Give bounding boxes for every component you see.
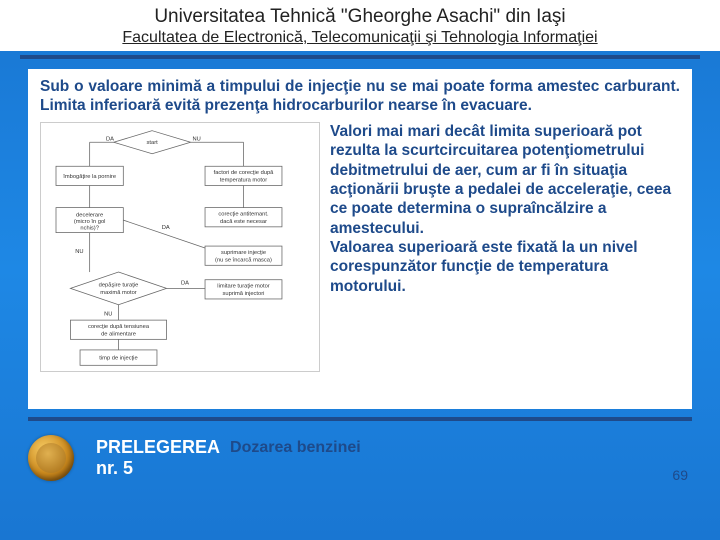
paragraph-2: Valori mai mari decât limita superioară … bbox=[330, 122, 680, 372]
content-row: start DA NU îmbogăţire la pornire factor… bbox=[40, 122, 680, 372]
svg-text:DA: DA bbox=[181, 280, 189, 286]
lecture-block: PRELEGEREA nr. 5 Dozarea benzinei bbox=[96, 437, 361, 478]
svg-text:NU: NU bbox=[104, 311, 112, 317]
svg-text:suprimă injectori: suprimă injectori bbox=[223, 291, 265, 297]
lecture-line2: nr. 5 bbox=[96, 458, 133, 478]
svg-text:corecţie antitemant.: corecţie antitemant. bbox=[218, 211, 269, 217]
content-divider bbox=[28, 417, 692, 421]
svg-text:factori de corecţie după: factori de corecţie după bbox=[214, 170, 275, 176]
content-panel: Sub o valoare minimă a timpului de injec… bbox=[28, 69, 692, 409]
flowchart-figure: start DA NU îmbogăţire la pornire factor… bbox=[40, 122, 320, 372]
svg-text:decelerare: decelerare bbox=[76, 212, 103, 218]
paragraph-1: Sub o valoare minimă a timpului de injec… bbox=[40, 77, 680, 116]
lecture-label: PRELEGEREA nr. 5 bbox=[96, 437, 220, 478]
slide-footer: PRELEGEREA nr. 5 Dozarea benzinei 69 bbox=[28, 435, 692, 481]
svg-text:de alimentare: de alimentare bbox=[101, 331, 136, 337]
svg-text:(micro în gol: (micro în gol bbox=[74, 219, 106, 225]
medal-icon bbox=[28, 435, 74, 481]
svg-text:suprimare injecţie: suprimare injecţie bbox=[221, 250, 266, 256]
slide-header: Universitatea Tehnică "Gheorghe Asachi" … bbox=[0, 0, 720, 51]
university-title: Universitatea Tehnică "Gheorghe Asachi" … bbox=[20, 6, 700, 28]
svg-text:DA: DA bbox=[162, 225, 170, 231]
svg-text:NU: NU bbox=[75, 249, 83, 255]
lecture-line1: PRELEGEREA bbox=[96, 437, 220, 457]
header-divider bbox=[20, 55, 700, 59]
svg-text:maximă motor: maximă motor bbox=[100, 290, 137, 296]
svg-text:(nu se încarcă masca): (nu se încarcă masca) bbox=[215, 257, 272, 263]
lecture-topic: Dozarea benzinei bbox=[230, 439, 361, 457]
svg-text:îmbogăţire la pornire: îmbogăţire la pornire bbox=[62, 174, 116, 180]
svg-text:NU: NU bbox=[193, 136, 201, 142]
svg-text:start: start bbox=[147, 140, 159, 146]
faculty-subtitle: Facultatea de Electronică, Telecomunicaţ… bbox=[20, 29, 700, 47]
svg-text:depăşire turaţie: depăşire turaţie bbox=[99, 282, 139, 288]
svg-text:DA: DA bbox=[106, 136, 114, 142]
svg-text:temperatura motor: temperatura motor bbox=[220, 177, 267, 183]
svg-text:limitare turaţie motor: limitare turaţie motor bbox=[217, 283, 269, 289]
svg-text:timp de injecţie: timp de injecţie bbox=[99, 355, 137, 361]
page-number: 69 bbox=[672, 467, 688, 483]
svg-text:dacă este necesar: dacă este necesar bbox=[220, 219, 267, 225]
svg-text:nchis)?: nchis)? bbox=[80, 225, 99, 231]
svg-text:corecţie după tensiunea: corecţie după tensiunea bbox=[88, 324, 150, 330]
